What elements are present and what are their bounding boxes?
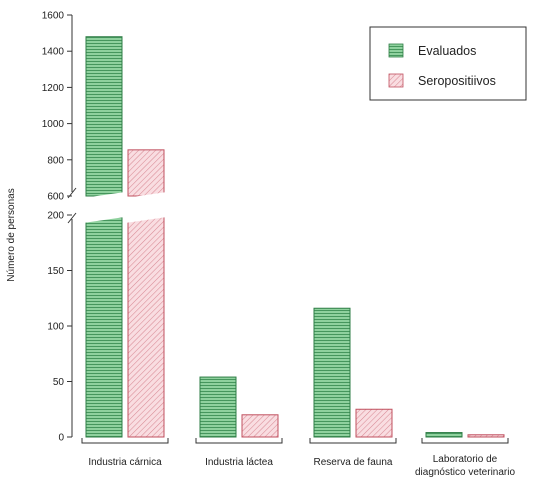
- y-tick-label: 1200: [42, 83, 65, 94]
- y-tick-label: 0: [58, 433, 64, 444]
- legend-label-seropositivos: Seropositiivos: [418, 74, 496, 88]
- bar-seropositivos: [241, 414, 279, 438]
- bar-evaluados-upper: [85, 36, 123, 197]
- bar-evaluados-lower: [85, 214, 123, 438]
- y-axis-label: Número de personas: [6, 188, 17, 281]
- x-category-bracket: [195, 438, 283, 444]
- legend-swatch-seropositivos: [388, 73, 404, 88]
- legend-swatch-evaluados: [388, 43, 404, 58]
- axis-break-mark: [67, 212, 77, 224]
- x-category-label: Industria cárnica: [88, 457, 162, 468]
- y-tick-label: 1400: [42, 47, 65, 58]
- bars: [83, 36, 505, 438]
- bar-break-gap: [83, 192, 125, 223]
- y-tick-label: 1600: [42, 11, 65, 22]
- x-category-label: Laboratorio de: [433, 454, 498, 465]
- y-tick-label: 600: [47, 192, 64, 203]
- y-tick-label: 200: [47, 211, 64, 222]
- x-category-label: Reserva de fauna: [314, 457, 393, 468]
- y-tick-label: 100: [47, 322, 64, 333]
- x-category-label: Industria láctea: [205, 457, 273, 468]
- x-category-bracket: [421, 438, 509, 444]
- bar-evaluados: [425, 432, 463, 438]
- bar-evaluados: [313, 307, 351, 438]
- y-tick-label: 800: [47, 155, 64, 166]
- legend-box: [369, 26, 527, 101]
- bar-seropositivos: [355, 408, 393, 438]
- x-category-bracket: [81, 438, 169, 444]
- bar-seropositivos: [467, 434, 505, 438]
- y-tick-label: 1000: [42, 119, 65, 130]
- x-category-bracket: [309, 438, 397, 444]
- bar-seropositivos-upper: [127, 149, 165, 197]
- x-category-label: diagnóstico veterinario: [415, 467, 515, 478]
- y-tick-label: 50: [53, 377, 65, 388]
- bar-break-gap: [125, 192, 167, 223]
- y-axis: 0 50 100 150 200 600 800 1000 1200 1400 1600: [42, 11, 77, 444]
- bar-seropositivos-lower: [127, 214, 165, 438]
- x-axis: Industria cárnica Industria láctea Reserva…: [81, 438, 515, 478]
- legend-label-evaluados: Evaluados: [418, 44, 476, 58]
- bar-evaluados: [199, 376, 237, 438]
- legend: Evaluados Seropositiivos: [369, 26, 527, 101]
- y-tick-label: 150: [47, 266, 64, 277]
